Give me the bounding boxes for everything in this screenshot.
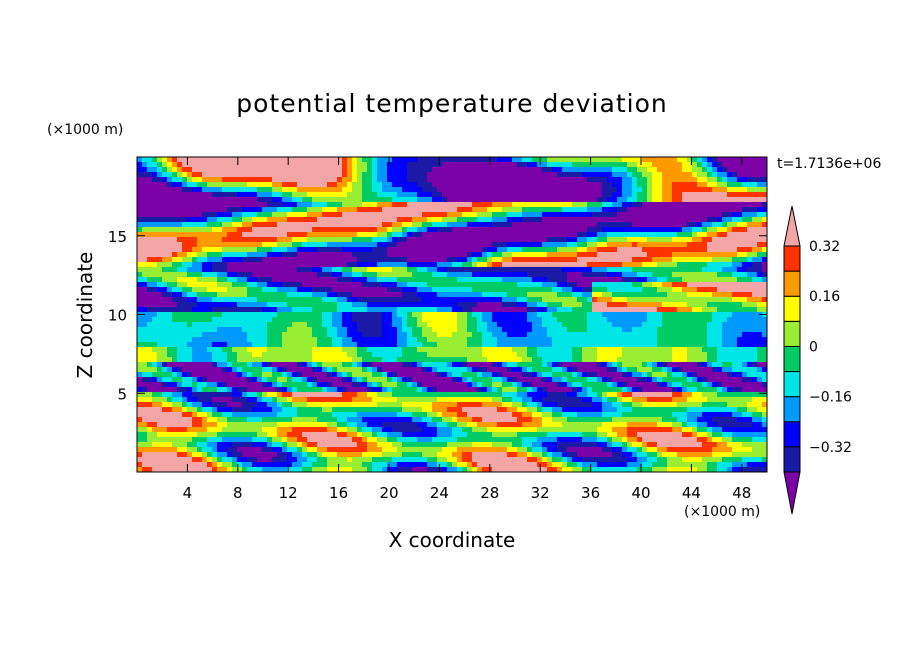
y-tick-label: 5 bbox=[117, 385, 127, 403]
colorbar-segment bbox=[783, 320, 801, 347]
colorbar: −0.32 −0.16 0 0.16 0.32 bbox=[783, 205, 852, 515]
colorbar-segment bbox=[783, 446, 801, 473]
time-label: t=1.7136e+06 bbox=[777, 156, 881, 172]
y-tick-label: 10 bbox=[108, 307, 127, 325]
colorbar-max-arrow bbox=[783, 205, 801, 247]
x-tick-label: 40 bbox=[631, 484, 650, 502]
colorbar-min-arrow bbox=[783, 471, 801, 515]
x-tick-label: 4 bbox=[183, 484, 193, 502]
x-axis-label: X coordinate bbox=[389, 528, 516, 552]
x-unit-label: (×1000 m) bbox=[684, 504, 760, 520]
x-axis: 4 8 12 16 20 24 28 32 36 40 44 48 bbox=[183, 157, 751, 502]
y-tick-label: 15 bbox=[108, 228, 127, 246]
y-unit-label: (×1000 m) bbox=[47, 122, 123, 138]
colorbar-tick-label: 0.32 bbox=[809, 239, 840, 255]
colorbar-segment bbox=[783, 421, 801, 448]
y-axis: 5 10 15 bbox=[108, 228, 767, 403]
x-tick-label: 32 bbox=[531, 484, 550, 502]
x-tick-label: 8 bbox=[233, 484, 243, 502]
x-tick-label: 20 bbox=[379, 484, 398, 502]
colorbar-segment bbox=[783, 345, 801, 373]
y-axis-label: Z coordinate bbox=[73, 252, 97, 379]
x-tick-label: 48 bbox=[732, 484, 751, 502]
colorbar-segment bbox=[783, 245, 801, 272]
x-tick-label: 44 bbox=[682, 484, 701, 502]
x-tick-label: 16 bbox=[329, 484, 348, 502]
colorbar-tick-label: −0.32 bbox=[809, 440, 852, 456]
colorbar-segment bbox=[783, 270, 801, 297]
heatmap-field bbox=[137, 157, 767, 472]
colorbar-segment bbox=[783, 371, 801, 398]
colorbar-segment bbox=[783, 295, 801, 322]
x-tick-label: 36 bbox=[581, 484, 600, 502]
x-tick-label: 28 bbox=[480, 484, 499, 502]
x-tick-label: 12 bbox=[279, 484, 298, 502]
colorbar-segment bbox=[783, 396, 801, 423]
colorbar-tick-label: 0 bbox=[809, 339, 818, 355]
colorbar-tick-label: −0.16 bbox=[809, 390, 852, 406]
colorbar-tick-label: 0.16 bbox=[809, 289, 840, 305]
x-tick-label: 24 bbox=[430, 484, 449, 502]
chart-title: potential temperature deviation bbox=[236, 89, 667, 118]
